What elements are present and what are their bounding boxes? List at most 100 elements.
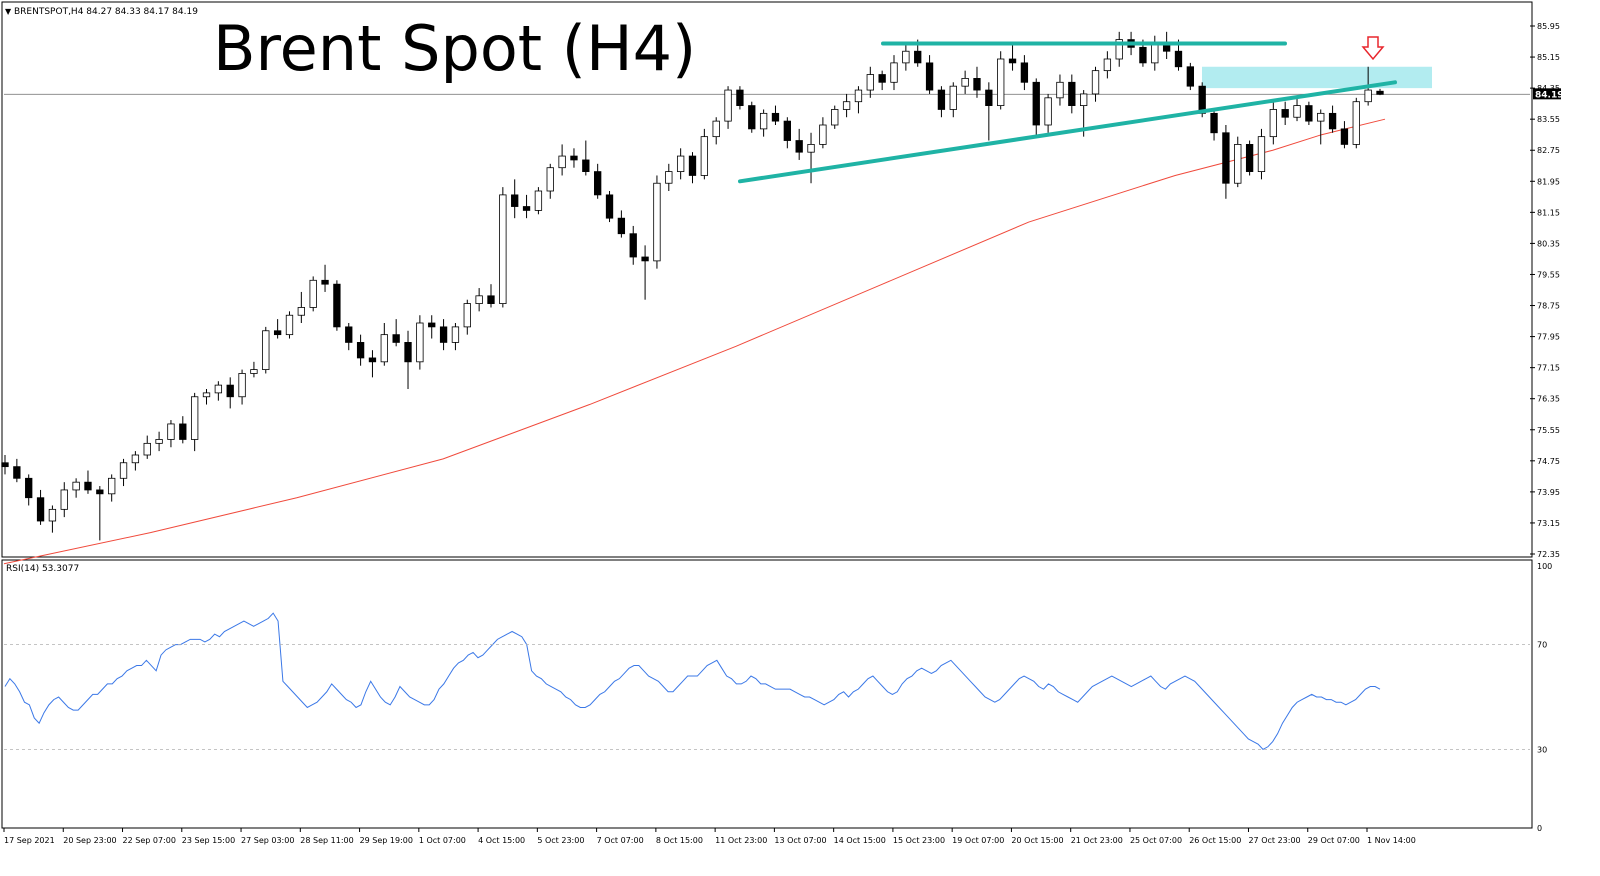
resistance-zone-rect [1202,66,1432,89]
candle [190,392,199,452]
price-tick-label: 73.95 [1537,488,1560,497]
candle-body [416,322,424,363]
candle [333,280,341,331]
price-pane-frame [1,1,1533,558]
rsi-series [4,612,1381,751]
candle-body [1186,66,1195,87]
candle-body [949,85,957,110]
candle [321,264,329,292]
candle-body [143,442,151,456]
candle [1269,101,1277,145]
candle [795,128,803,160]
candle [1317,109,1325,145]
candle-body [866,74,874,91]
candle-body [712,120,720,138]
candle [890,55,898,91]
candle [736,86,744,110]
rsi-tick-label: 100 [1537,562,1552,571]
candle-body [902,50,910,64]
time-tick-label: 1 Nov 14:00 [1367,836,1416,845]
collapse-triangle-icon[interactable]: ▼ [5,7,12,16]
candle [1257,128,1266,180]
time-tick-label: 20 Sep 23:00 [63,836,116,845]
candle [546,163,554,199]
candle [1245,140,1254,176]
candle [48,505,57,533]
candle-body [202,392,211,398]
candle [866,66,874,98]
candle-body [155,439,163,444]
candle [404,330,412,389]
candle [1008,43,1017,71]
candle-body [48,508,57,522]
candle [783,117,791,149]
candle [1115,31,1123,67]
candle [463,299,471,335]
time-tick-label: 27 Oct 23:00 [1248,836,1300,845]
rsi-tick-label: 70 [1537,641,1547,650]
candle [309,276,317,312]
candle-body [72,481,80,491]
candle-body [890,62,898,83]
candle-body [356,342,365,359]
rsi-label: RSI(14) 53.3077 [6,564,79,574]
candle [902,43,910,71]
candle [1328,105,1337,133]
candle [1044,93,1052,133]
candle-body [1056,81,1064,99]
candle-body [238,373,246,398]
candle-body [1174,50,1183,68]
candle-body [131,454,140,464]
candle [60,482,68,518]
candle [119,458,128,487]
candle-body [1281,109,1289,118]
candle-body [368,357,377,363]
candle-body [36,497,45,522]
candle [676,148,685,180]
time-tick-label: 19 Oct 07:00 [952,836,1004,845]
candle-body [451,326,460,343]
candle [108,474,116,502]
candle-body [831,109,839,126]
price-tick-label: 74.75 [1537,457,1560,466]
price-tick-label: 77.95 [1537,333,1560,342]
candle [1091,66,1100,102]
candle-body [1080,93,1088,106]
candle-body [511,194,519,207]
resistance-zone [1202,66,1432,89]
time-tick-label: 23 Sep 15:00 [182,836,235,845]
candle [1186,62,1195,91]
candle [428,315,436,339]
candle [594,163,602,199]
candle-body [167,423,175,440]
candle [878,70,886,91]
candle-body [1317,112,1325,122]
candle [534,187,543,215]
candle-body [96,489,104,495]
candle-body [262,330,270,370]
time-tick-label: 8 Oct 15:00 [656,836,703,845]
time-tick-label: 17 Sep 2021 [4,836,55,845]
candle [997,51,1005,110]
candle [985,82,993,141]
candle-body [345,326,353,343]
candle-body [629,233,637,258]
price-tick-label: 75.55 [1537,426,1560,435]
candle [641,245,649,300]
candle-body [594,171,602,196]
candle [392,319,400,347]
candle-body [250,369,258,374]
candle [131,451,140,471]
candle-body [499,194,507,304]
down-arrow-icon [1361,36,1385,61]
time-tick-label: 28 Sep 11:00 [300,836,353,845]
candle-body [1008,58,1017,64]
candle [96,486,104,541]
candle [84,470,92,494]
candle-body [108,477,116,495]
price-tick-label: 82.75 [1537,146,1560,155]
candle-body [985,89,993,106]
candle-body [1139,46,1147,64]
candle [226,377,234,409]
rsi-pane-frame [1,559,1533,829]
